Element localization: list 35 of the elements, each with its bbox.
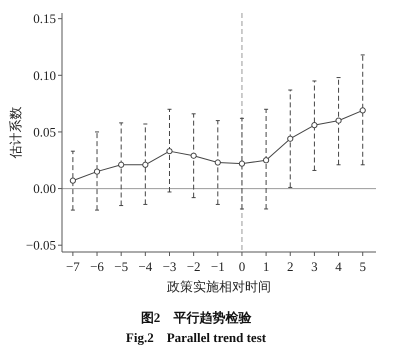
x-tick-label: −2 — [186, 259, 201, 274]
x-axis-title: 政策实施相对时间 — [167, 279, 271, 294]
text: 图2 平行趋势检验 — [140, 310, 252, 325]
x-tick-label: 4 — [335, 259, 342, 274]
y-axis-title: 估计系数 — [8, 106, 23, 160]
text: Fig.2 Parallel trend test — [126, 330, 267, 345]
x-tick-label: 2 — [287, 259, 294, 274]
x-tick-label: −3 — [162, 259, 176, 274]
x-tick-label: −4 — [138, 259, 153, 274]
point — [190, 152, 197, 159]
x-tick-label: 5 — [359, 259, 366, 274]
y-tick-label: 0.00 — [33, 181, 56, 196]
point — [311, 122, 318, 128]
x-tick-label: −7 — [66, 259, 80, 274]
y-tick-label: 0.05 — [33, 124, 56, 140]
x-tick-label: 1 — [262, 259, 270, 274]
point — [142, 162, 148, 168]
point — [263, 157, 270, 164]
y-tick-label: −0.05 — [26, 238, 56, 253]
point — [287, 136, 294, 142]
point — [335, 118, 342, 124]
y-tick-label: 0.10 — [33, 68, 56, 83]
point — [94, 168, 100, 175]
x-tick-label: 3 — [311, 259, 318, 274]
point — [166, 148, 173, 154]
point — [214, 159, 221, 166]
x-tick-label: −5 — [114, 259, 128, 274]
point — [238, 160, 246, 167]
x-tick-label: −1 — [210, 259, 225, 274]
x-tick-label: 0 — [238, 259, 246, 274]
point — [360, 107, 366, 114]
x-tick-label: −6 — [90, 259, 104, 274]
y-tick-label: 0.15 — [33, 11, 56, 26]
point — [70, 178, 76, 184]
point — [118, 162, 124, 168]
